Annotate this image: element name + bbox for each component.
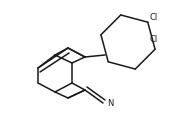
Text: N: N — [107, 99, 113, 109]
Text: Cl: Cl — [150, 13, 158, 22]
Text: Cl: Cl — [150, 35, 158, 45]
